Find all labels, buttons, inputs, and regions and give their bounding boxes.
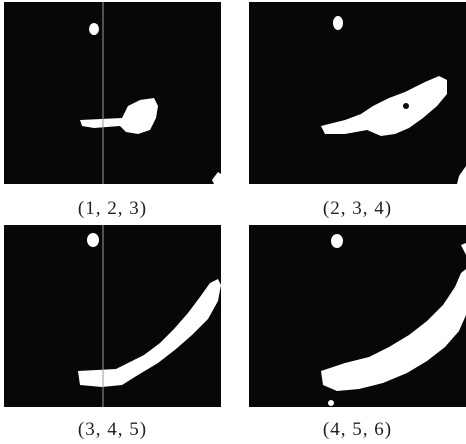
binary-image [80, 2, 221, 184]
small-blob [331, 234, 343, 248]
main-blob [321, 76, 447, 136]
small-blob [87, 233, 99, 247]
binary-image [321, 16, 466, 184]
panel-caption: (3, 4, 5) [77, 419, 148, 440]
panel-caption: (2, 3, 4) [322, 198, 393, 219]
binary-image-frame [4, 2, 221, 184]
panel-caption: (1, 2, 3) [77, 198, 148, 219]
main-blob [80, 98, 158, 134]
edge-blob [212, 172, 221, 184]
edge-blob [457, 166, 466, 184]
binary-image [78, 225, 221, 407]
small-blob [89, 23, 99, 35]
small-speck [328, 400, 334, 406]
blob-hole [403, 103, 409, 109]
edge-blob [461, 243, 466, 255]
panel-caption: (4, 5, 6) [322, 419, 393, 440]
small-blob [333, 16, 343, 30]
main-blob [321, 269, 466, 391]
main-blob [78, 279, 221, 387]
binary-image-frame [249, 2, 466, 184]
binary-image [321, 234, 466, 406]
binary-image-frame [4, 225, 221, 407]
binary-image-frame [249, 225, 466, 407]
